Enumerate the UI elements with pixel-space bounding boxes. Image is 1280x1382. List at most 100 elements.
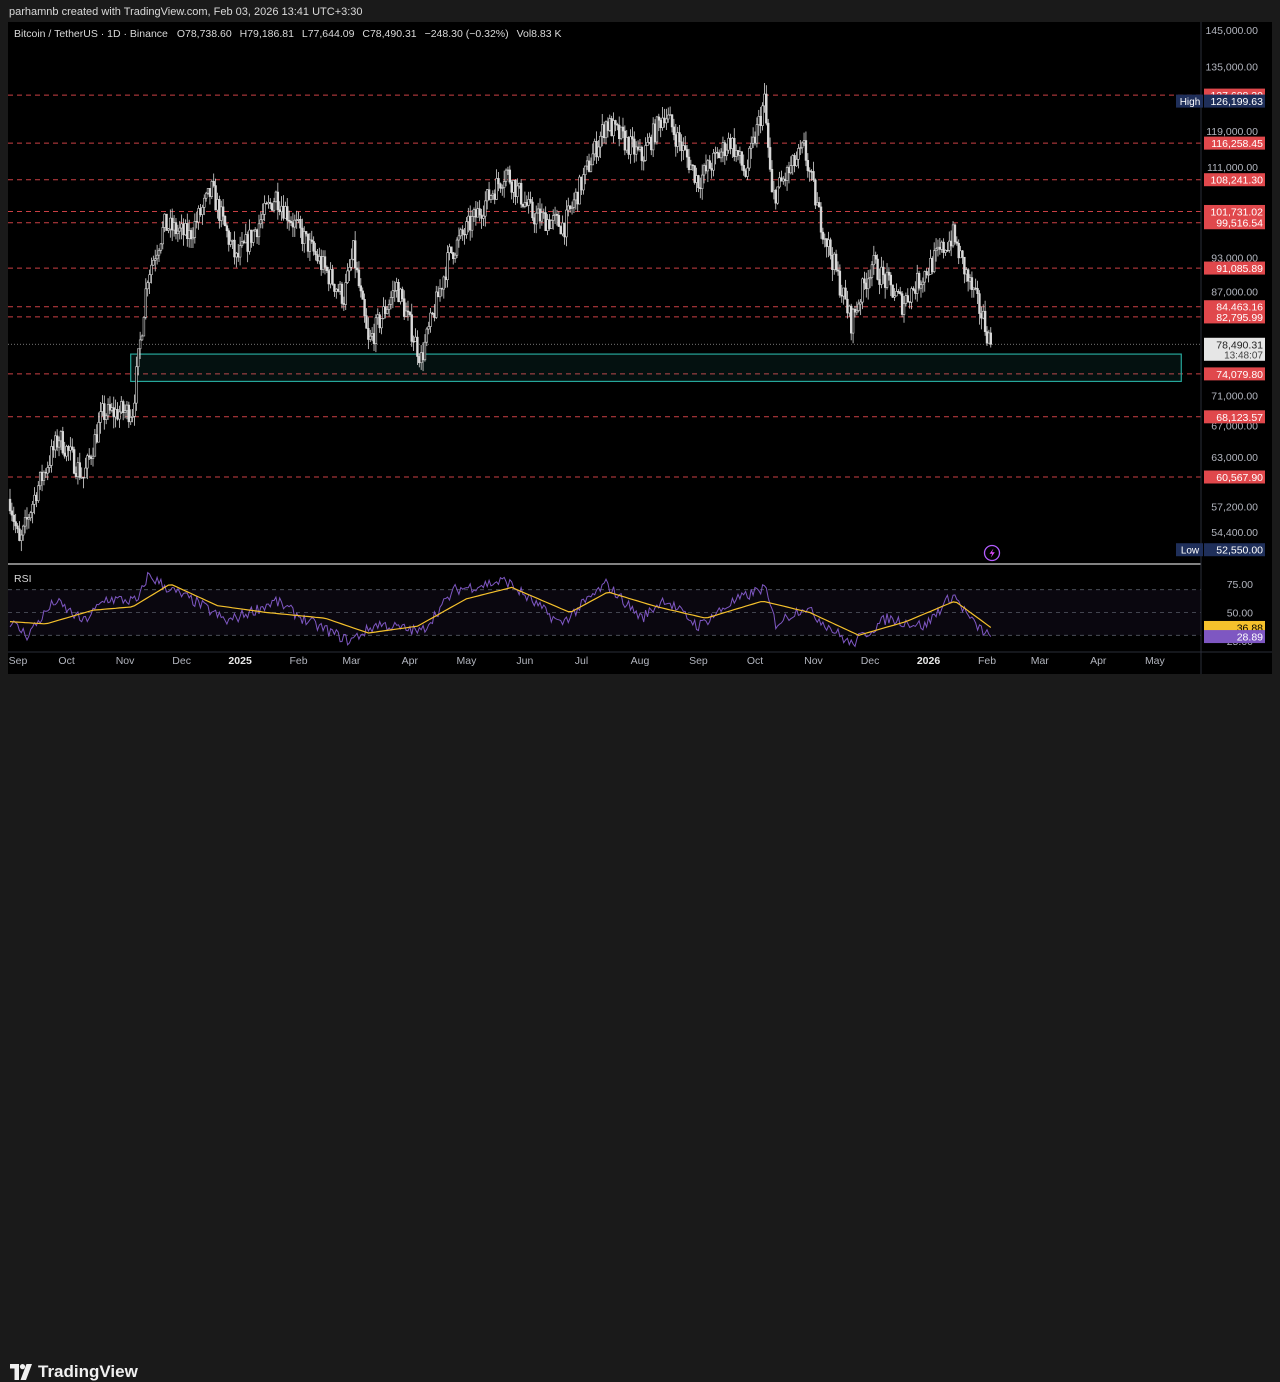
candle-body bbox=[606, 121, 610, 131]
candle bbox=[642, 156, 645, 171]
candle bbox=[670, 114, 674, 133]
candle bbox=[885, 263, 889, 290]
candle bbox=[350, 248, 353, 271]
candle-body bbox=[757, 116, 760, 125]
candle-body bbox=[618, 124, 621, 140]
candle bbox=[165, 213, 168, 231]
candle-body bbox=[225, 225, 229, 232]
candle-body bbox=[689, 164, 693, 171]
candle-body bbox=[678, 132, 681, 143]
time-axis-tick: Nov bbox=[116, 655, 135, 667]
candle-body bbox=[176, 230, 180, 235]
candle-body bbox=[800, 142, 804, 149]
candle-body bbox=[206, 188, 210, 194]
candle-body bbox=[612, 120, 615, 137]
candle bbox=[402, 290, 406, 321]
candle-body bbox=[697, 175, 700, 188]
chart-frame[interactable]: 145,000.00 135,000.00 119,000.00 111,000.00… bbox=[8, 22, 1272, 674]
candle-body bbox=[457, 235, 461, 241]
candle-body bbox=[751, 136, 755, 144]
candle bbox=[135, 356, 138, 411]
candle bbox=[697, 174, 700, 193]
candle-body bbox=[589, 164, 593, 172]
candle bbox=[495, 169, 498, 201]
candle-body bbox=[810, 171, 813, 173]
candle-body bbox=[269, 202, 272, 204]
candle bbox=[870, 261, 874, 287]
candle-body bbox=[882, 266, 885, 275]
candle-body bbox=[755, 124, 759, 144]
level-price-label-text: 91,085.89 bbox=[1216, 263, 1263, 275]
candle-body bbox=[682, 145, 685, 151]
candle-body bbox=[536, 208, 540, 214]
candle-body bbox=[391, 290, 395, 298]
candle-body bbox=[444, 276, 447, 281]
candle-body bbox=[318, 256, 321, 262]
candle-body bbox=[631, 136, 634, 140]
candle-body bbox=[676, 132, 679, 147]
tradingview-logo[interactable]: TradingView bbox=[10, 1362, 138, 1382]
candle-body bbox=[587, 160, 591, 172]
candle-body bbox=[917, 272, 921, 289]
level-price-label: 91,085.89 bbox=[1204, 261, 1265, 275]
candle bbox=[489, 194, 493, 204]
candle-body bbox=[289, 221, 293, 223]
candle bbox=[621, 117, 625, 139]
rsi-line bbox=[9, 571, 992, 648]
chart-background bbox=[8, 22, 1272, 674]
candle bbox=[352, 240, 355, 261]
candle bbox=[435, 285, 438, 319]
candle-body bbox=[614, 120, 617, 125]
candle-body bbox=[929, 257, 932, 275]
candle bbox=[37, 481, 40, 503]
candle-body bbox=[693, 165, 696, 183]
candle-body bbox=[125, 404, 129, 411]
candle bbox=[516, 178, 519, 204]
candle bbox=[570, 201, 574, 215]
candle bbox=[504, 168, 508, 187]
level-price-label-text: 101,731.02 bbox=[1210, 206, 1263, 218]
candle-body bbox=[651, 123, 655, 151]
candle bbox=[93, 428, 97, 457]
candle bbox=[755, 117, 759, 148]
candle bbox=[333, 283, 336, 297]
candle bbox=[874, 251, 877, 264]
candle-body bbox=[423, 341, 427, 361]
candle-body bbox=[561, 222, 564, 235]
candle-body bbox=[665, 118, 668, 124]
candle-body bbox=[717, 152, 721, 159]
candle-body bbox=[672, 126, 676, 135]
extreme-price-label-bg bbox=[1204, 94, 1265, 108]
candle-body bbox=[823, 238, 826, 240]
candle-body bbox=[478, 208, 481, 216]
candle bbox=[127, 401, 131, 428]
candle-body bbox=[855, 310, 859, 313]
candle-body bbox=[727, 137, 730, 151]
candle-body bbox=[948, 240, 951, 251]
chart-canvas[interactable]: 145,000.00 135,000.00 119,000.00 111,000.00… bbox=[8, 22, 1272, 674]
candle bbox=[429, 307, 432, 333]
candle-body bbox=[295, 219, 298, 221]
candle bbox=[808, 167, 811, 182]
extreme-price-label-text: 52,550.00 bbox=[1216, 545, 1263, 557]
candle bbox=[725, 143, 728, 161]
level-price-label-text: 60,567.90 bbox=[1216, 472, 1263, 484]
candle-body bbox=[154, 258, 157, 261]
candle bbox=[778, 171, 781, 189]
candle-body bbox=[725, 149, 728, 157]
support-zone[interactable] bbox=[130, 353, 1182, 383]
candle bbox=[406, 300, 410, 321]
rsi-value-label-text: 28.89 bbox=[1237, 632, 1263, 644]
zone-layer bbox=[130, 353, 1182, 383]
candle bbox=[42, 470, 46, 486]
footer: TradingView bbox=[0, 674, 1280, 1381]
candle-body bbox=[636, 146, 640, 150]
candle-body bbox=[685, 149, 689, 158]
candle-body bbox=[795, 159, 798, 167]
candle-body bbox=[69, 446, 72, 451]
lightning-icon[interactable] bbox=[983, 544, 1001, 562]
candle-body bbox=[116, 409, 119, 420]
candle bbox=[501, 184, 504, 196]
ohlc-high: 79,186.81 bbox=[247, 28, 294, 40]
candle bbox=[923, 270, 926, 292]
